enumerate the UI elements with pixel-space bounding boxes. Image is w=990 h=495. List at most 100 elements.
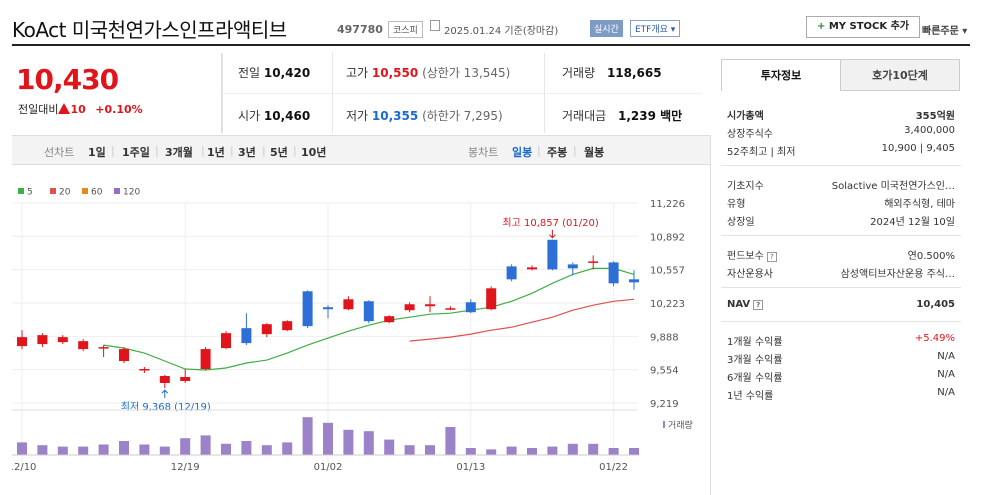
- period-1d[interactable]: 1일: [88, 146, 106, 159]
- volume-bar: [608, 448, 619, 455]
- x-tick-label: 12/19: [171, 462, 200, 473]
- separator: |: [537, 144, 541, 157]
- candle-body: [78, 341, 89, 350]
- period-5y[interactable]: 5년: [270, 146, 288, 159]
- change-percent: +0.10%: [95, 103, 143, 116]
- volume-bar: [282, 442, 293, 455]
- info-row-return-6m: 6개월 수익률 N/A: [727, 369, 955, 384]
- legend-label: 20: [59, 188, 71, 198]
- divider: [721, 287, 961, 288]
- max-arrow-icon: [549, 229, 556, 239]
- info-row-52w: 52주최고 | 최저 10,900 | 9,405: [727, 143, 955, 158]
- separator: |: [201, 144, 205, 157]
- help-icon[interactable]: ?: [753, 300, 764, 310]
- volume-bar: [221, 443, 231, 455]
- volume-bar: [547, 446, 558, 455]
- candle-body: [57, 337, 68, 343]
- quick-order-dropdown[interactable]: 빠른주문 ▾: [922, 22, 967, 37]
- info-row-type: 유형 해외주식형, 테마: [727, 199, 955, 210]
- y-tick-label: 10,892: [650, 232, 685, 243]
- tab-order-book[interactable]: 호가10단계: [840, 59, 960, 91]
- candle-body: [17, 337, 27, 347]
- volume-bar: [159, 446, 170, 455]
- candle-body: [241, 328, 252, 344]
- tab-investment-info[interactable]: 투자정보: [721, 59, 841, 91]
- candle-monthly[interactable]: 월봉: [584, 146, 605, 159]
- y-tick-label: 11,226: [650, 199, 685, 210]
- x-tick-label: 01/13: [456, 462, 485, 473]
- info-row-shares: 상장주식수 3,400,000: [727, 125, 955, 140]
- legend-swatch: [82, 188, 88, 194]
- candle-weekly[interactable]: 주봉: [547, 146, 568, 159]
- candle-body: [445, 308, 456, 310]
- period-10y[interactable]: 10년: [301, 146, 327, 159]
- change-label: 전일대비: [18, 103, 59, 116]
- candle-body: [567, 264, 578, 269]
- candle-daily[interactable]: 일봉: [512, 146, 533, 159]
- volume-bar: [465, 448, 476, 455]
- legend-label: 5: [27, 188, 33, 198]
- volume-bar: [180, 438, 191, 455]
- price-chart[interactable]: 5 20 60 120 11,226 10,892 10,557 10,223 9,888 9,5…: [12, 180, 702, 480]
- stat-open: 시가 10,460: [238, 109, 311, 123]
- info-row-return-1m: 1개월 수익률 +5.49%: [727, 333, 955, 348]
- page-title: KoAct 미국천연가스인프라액티브: [12, 18, 287, 42]
- header: KoAct 미국천연가스인프라액티브 497780 코스피 2025.01.24…: [12, 12, 974, 42]
- stat-high: 고가 10,550 (상한가 13,545): [346, 66, 511, 80]
- help-icon[interactable]: ?: [766, 252, 777, 262]
- realtime-button[interactable]: 실시간: [590, 20, 623, 37]
- volume-bar: [302, 417, 313, 455]
- divider: [222, 93, 702, 94]
- volume-bar: [363, 431, 374, 455]
- period-3y[interactable]: 3년: [238, 146, 256, 159]
- info-row-nav: NAV? 10,405: [727, 299, 955, 310]
- volume-bar: [384, 439, 395, 455]
- volume-bar: [57, 446, 68, 455]
- candle-body: [629, 279, 639, 283]
- volume-bar: [200, 435, 211, 455]
- volume-bar: [567, 443, 578, 455]
- period-1y[interactable]: 1년: [207, 146, 225, 159]
- volume-bar: [119, 441, 129, 455]
- candle-body: [119, 349, 129, 362]
- candle-body: [159, 375, 170, 383]
- etf-info-label: ETF개요: [635, 25, 668, 35]
- candle-body: [323, 307, 333, 310]
- period-bar: 선차트 1일 | 1주일 | 3개월 | 1년 | 3년 | 5년 | 10년 …: [12, 135, 710, 165]
- candle-body: [425, 304, 435, 307]
- candle-body: [139, 369, 150, 371]
- period-3m[interactable]: 3개월: [165, 146, 193, 159]
- candle-body: [302, 291, 313, 327]
- separator: |: [262, 144, 266, 157]
- volume-bar: [78, 446, 89, 455]
- candle-body: [261, 324, 272, 335]
- y-tick-label: 9,888: [650, 332, 679, 343]
- candle-body: [200, 349, 211, 370]
- price-change: 전일대비 10 +0.10%: [18, 101, 143, 117]
- candle-body: [486, 288, 497, 310]
- volume-label: 거래량: [668, 419, 693, 431]
- quick-order-label: 빠른주문: [922, 26, 959, 37]
- current-price: 10,430: [16, 63, 119, 96]
- info-panel: 투자정보 호가10단계 시가총액 355억원 상장주식수 3,400,000 52주…: [721, 59, 961, 495]
- volume-bar: [404, 445, 415, 455]
- line-chart-label: 선차트: [44, 146, 75, 159]
- legend-label: 120: [123, 188, 140, 198]
- volume-bar: [425, 445, 435, 455]
- info-row-market-cap: 시가총액 355억원: [727, 111, 955, 122]
- candle-body: [506, 266, 517, 280]
- divider: [721, 321, 961, 322]
- candle-body: [547, 239, 558, 270]
- x-tick-label: 01/02: [314, 462, 343, 473]
- my-stock-add-button[interactable]: + MY STOCK 추가: [806, 16, 920, 38]
- volume-bar: [445, 427, 456, 455]
- separator: |: [293, 144, 297, 157]
- period-1w[interactable]: 1주일: [122, 146, 150, 159]
- change-value: 10: [70, 103, 86, 116]
- volume-bar: [98, 444, 109, 455]
- etf-info-dropdown[interactable]: ETF개요 ▾: [630, 20, 681, 37]
- volume-bar: [323, 422, 333, 455]
- min-arrow-icon: [161, 389, 169, 399]
- market-badge: 코스피: [388, 21, 423, 38]
- info-row-index: 기초지수 Solactive 미국천연가스인…: [727, 181, 955, 192]
